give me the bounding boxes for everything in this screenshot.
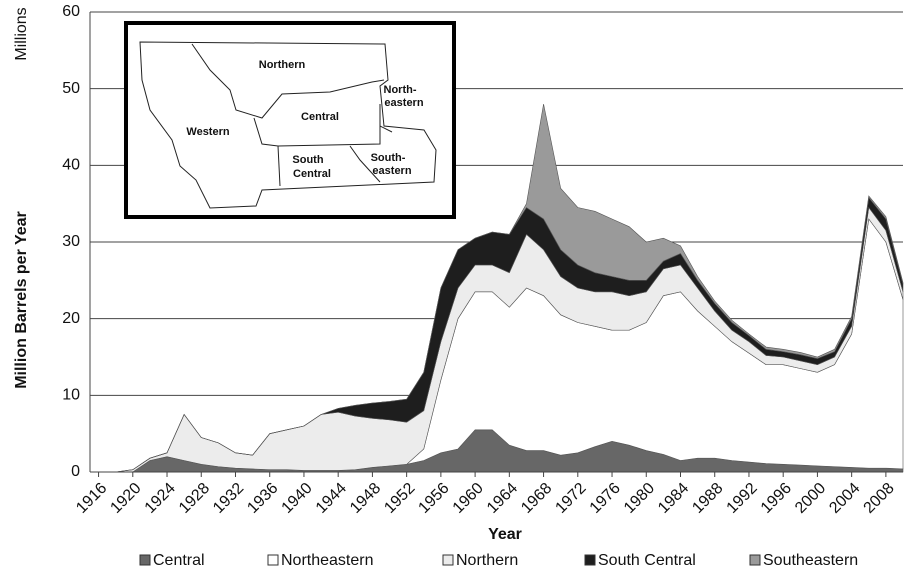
inset-map: Northern North- eastern Central Western … bbox=[124, 21, 456, 219]
x-axis-label: Year bbox=[488, 526, 522, 543]
x-tick-label: 2000 bbox=[792, 480, 829, 517]
map-label: South- bbox=[371, 152, 406, 164]
x-tick-label: 1992 bbox=[724, 480, 761, 517]
legend-label: Southeastern bbox=[763, 552, 858, 569]
x-tick-label: 1964 bbox=[484, 480, 521, 517]
legend-swatch bbox=[442, 554, 454, 566]
area bbox=[98, 103, 904, 473]
x-tick-label: 1984 bbox=[655, 480, 692, 517]
x-tick-label: 1940 bbox=[279, 480, 316, 517]
legend-swatch bbox=[139, 554, 151, 566]
x-tick-label: 1972 bbox=[552, 480, 589, 517]
y-tick-label: 60 bbox=[62, 3, 80, 20]
x-tick-label: 1956 bbox=[415, 480, 452, 517]
y-unit-label: Millions bbox=[13, 7, 30, 60]
legend-label: Central bbox=[153, 552, 205, 569]
x-tick-label: 1920 bbox=[107, 480, 144, 517]
x-tick-label: 1944 bbox=[313, 480, 350, 517]
y-tick-label: 50 bbox=[62, 80, 80, 97]
x-tick-label: 1952 bbox=[381, 480, 418, 517]
map-label: Central bbox=[293, 168, 331, 180]
x-tick-label: 1916 bbox=[73, 480, 110, 517]
legend-label: Northern bbox=[456, 552, 518, 569]
y-tick-label: 20 bbox=[62, 310, 80, 327]
y-axis-label: Million Barrels per Year bbox=[13, 211, 30, 389]
map-label: Northern bbox=[259, 59, 306, 71]
x-tick-label: 1928 bbox=[176, 480, 213, 517]
x-tick-label: 1988 bbox=[689, 480, 726, 517]
legend: Central Northeastern Northern South Central… bbox=[139, 552, 858, 569]
x-tick-label: 2004 bbox=[826, 480, 863, 517]
x-tick-label: 1968 bbox=[518, 480, 555, 517]
x-tick-label: 1960 bbox=[450, 480, 487, 517]
areas bbox=[98, 103, 904, 473]
legend-swatch bbox=[584, 554, 596, 566]
y-tick-label: 30 bbox=[62, 233, 80, 250]
map-borders bbox=[191, 43, 393, 187]
map-label: South bbox=[292, 154, 323, 166]
x-tick-label: 2008 bbox=[861, 480, 898, 517]
map-label: North- bbox=[384, 84, 417, 96]
legend-label: South Central bbox=[598, 552, 696, 569]
map-label: Central bbox=[301, 111, 339, 123]
x-tick-label: 1976 bbox=[587, 480, 624, 517]
x-tick-label: 1948 bbox=[347, 480, 384, 517]
legend-swatch bbox=[749, 554, 761, 566]
y-tick-label: 0 bbox=[71, 463, 80, 480]
x-tick-label: 1980 bbox=[621, 480, 658, 517]
legend-swatch bbox=[267, 554, 279, 566]
legend-label: Northeastern bbox=[281, 552, 374, 569]
y-tick-label: 40 bbox=[62, 157, 80, 174]
y-tick-label: 10 bbox=[62, 387, 80, 404]
x-tick-label: 1932 bbox=[210, 480, 247, 517]
x-tick-label: 1936 bbox=[244, 480, 281, 517]
map-label: eastern bbox=[384, 97, 423, 109]
map-label: Western bbox=[186, 126, 229, 138]
x-tick-label: 1924 bbox=[142, 480, 179, 517]
map-label: eastern bbox=[372, 165, 411, 177]
x-tick-label: 1996 bbox=[758, 480, 795, 517]
map-outline bbox=[139, 41, 437, 209]
